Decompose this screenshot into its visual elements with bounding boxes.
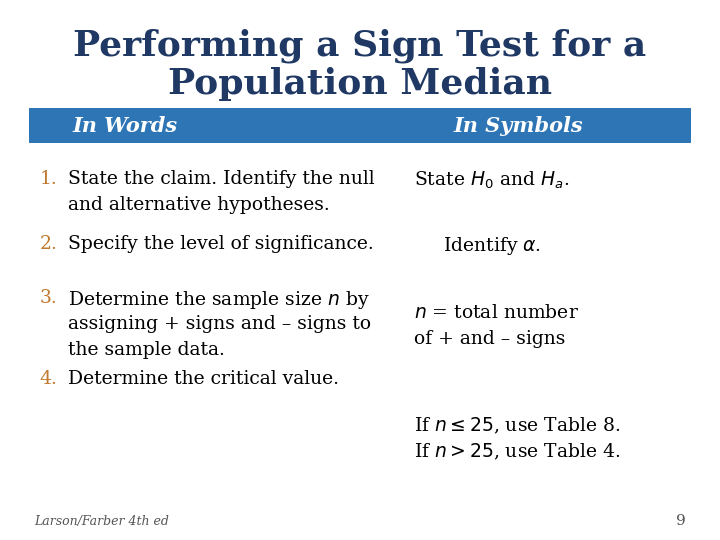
Text: Population Median: Population Median (168, 67, 552, 100)
Text: If $n > 25$, use Table 4.: If $n > 25$, use Table 4. (414, 442, 621, 462)
Text: 4.: 4. (40, 370, 58, 388)
Bar (29, 108, 691, 143)
Text: Specify the level of significance.: Specify the level of significance. (68, 235, 374, 253)
Text: State the claim. Identify the null: State the claim. Identify the null (68, 170, 375, 188)
Text: Performing a Sign Test for a: Performing a Sign Test for a (73, 29, 647, 63)
Text: 3.: 3. (40, 289, 58, 307)
Text: Larson/Farber 4th ed: Larson/Farber 4th ed (35, 515, 169, 528)
Text: Determine the sample size $n$ by: Determine the sample size $n$ by (68, 289, 370, 311)
Text: 2.: 2. (40, 235, 58, 253)
Text: In Symbols: In Symbols (454, 116, 583, 136)
Text: 9: 9 (675, 514, 685, 528)
Text: assigning + signs and – signs to: assigning + signs and – signs to (68, 315, 372, 333)
Text: $n$ = total number: $n$ = total number (414, 305, 579, 322)
Text: the sample data.: the sample data. (68, 341, 225, 359)
Text: of + and – signs: of + and – signs (414, 330, 565, 348)
Text: Identify $\alpha$.: Identify $\alpha$. (443, 235, 541, 257)
Text: If $n \leq 25$, use Table 8.: If $n \leq 25$, use Table 8. (414, 416, 621, 436)
Text: In Words: In Words (72, 116, 177, 136)
Text: and alternative hypotheses.: and alternative hypotheses. (68, 196, 330, 214)
Text: Determine the critical value.: Determine the critical value. (68, 370, 339, 388)
Text: 1.: 1. (40, 170, 58, 188)
Text: State $H_0$ and $H_a$.: State $H_0$ and $H_a$. (414, 170, 569, 191)
